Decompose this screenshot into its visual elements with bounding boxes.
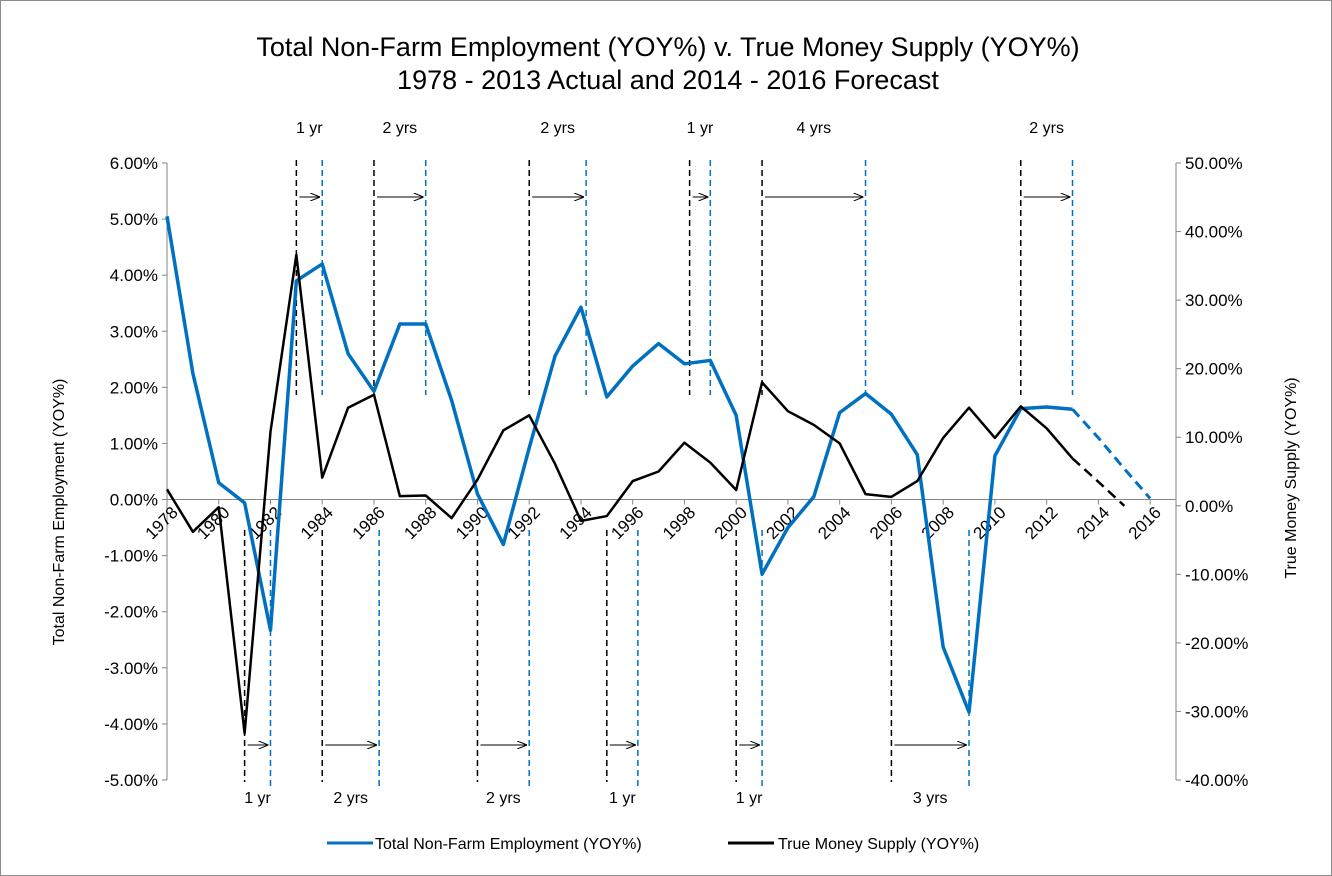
- legend-label-employment: Total Non-Farm Employment (YOY%): [375, 836, 642, 853]
- y-right-tick-label: 20.00%: [1185, 360, 1243, 379]
- y-right-tick-label: -30.00%: [1185, 702, 1248, 721]
- y-left-tick-label: 1.00%: [110, 434, 158, 453]
- y-right-tick-label: 30.00%: [1185, 291, 1243, 310]
- series-employment-forecast: [1071, 408, 1152, 500]
- y-right-tick-label: -10.00%: [1185, 565, 1248, 584]
- x-tick-label: 1988: [400, 503, 440, 543]
- x-tick-label: 2014: [1073, 503, 1113, 543]
- annotation-label: 2 yrs: [333, 790, 368, 807]
- y-left-tick-label: 6.00%: [110, 154, 158, 173]
- y-right-tick-label: 0.00%: [1185, 497, 1233, 516]
- annotation-label: 1 yr: [736, 790, 763, 807]
- y-right-tick-label: 50.00%: [1185, 154, 1243, 173]
- y-left-tick-label: 4.00%: [110, 266, 158, 285]
- y-right-tick-label: 40.00%: [1185, 223, 1243, 242]
- annotation-label: 2 yrs: [486, 790, 521, 807]
- legend: Total Non-Farm Employment (YOY%) True Mo…: [327, 836, 979, 853]
- annotation-label: 1 yr: [687, 120, 714, 137]
- y-left-tick-label: 2.00%: [110, 378, 158, 397]
- annotation-label: 4 yrs: [796, 120, 831, 137]
- annotation-label: 2 yrs: [1029, 120, 1064, 137]
- y-axis-right-title: True Money Supply (YOY%): [1283, 377, 1300, 578]
- y-left-tick-label: 0.00%: [110, 491, 158, 510]
- y-axis-left-title: Total Non-Farm Employment (YOY%): [51, 379, 68, 646]
- y-left-tick-label: 5.00%: [110, 210, 158, 229]
- annotation-label: 1 yr: [244, 790, 271, 807]
- x-tick-label: 1980: [193, 503, 233, 543]
- y-right-tick-label: -40.00%: [1185, 771, 1248, 790]
- y-left-tick-label: -2.00%: [104, 603, 158, 622]
- chart-subtitle: 1978 - 2013 Actual and 2014 - 2016 Forec…: [397, 65, 939, 95]
- x-tick-label: 2016: [1125, 503, 1165, 543]
- y-right-tick-label: 10.00%: [1185, 428, 1243, 447]
- y-left-tick-label: -1.00%: [104, 547, 158, 566]
- y-left-tick-label: -3.00%: [104, 659, 158, 678]
- chart-title: Total Non-Farm Employment (YOY%) v. True…: [256, 32, 1079, 62]
- y-left-tick-label: 3.00%: [110, 322, 158, 341]
- y-left-tick-label: -4.00%: [104, 715, 158, 734]
- x-tick-label: 2006: [866, 503, 906, 543]
- annotation-label: 2 yrs: [383, 120, 418, 137]
- annotation-label: 3 yrs: [913, 790, 948, 807]
- legend-label-money-supply: True Money Supply (YOY%): [778, 836, 979, 853]
- annotation-label: 1 yr: [609, 790, 636, 807]
- annotation-label: 2 yrs: [540, 120, 575, 137]
- y-left-tick-label: -5.00%: [104, 771, 158, 790]
- x-tick-label: 1998: [659, 503, 699, 543]
- x-tick-label: 1986: [349, 503, 389, 543]
- plot-area: 6.00% 5.00% 4.00% 3.00% 2.00% 1.00% 0.00% -1.00…: [104, 120, 1248, 807]
- series-money-supply-forecast: [1071, 457, 1126, 507]
- annotation-label: 1 yr: [296, 120, 323, 137]
- series-money-supply-line: [165, 253, 1074, 735]
- x-tick-label: 1984: [297, 503, 337, 543]
- x-tick-label: 2012: [1021, 503, 1061, 543]
- y-right-tick-label: -20.00%: [1185, 634, 1248, 653]
- x-tick-label: 2000: [711, 503, 751, 543]
- x-tick-label: 2004: [814, 503, 854, 543]
- series-employment-line: [165, 216, 1073, 714]
